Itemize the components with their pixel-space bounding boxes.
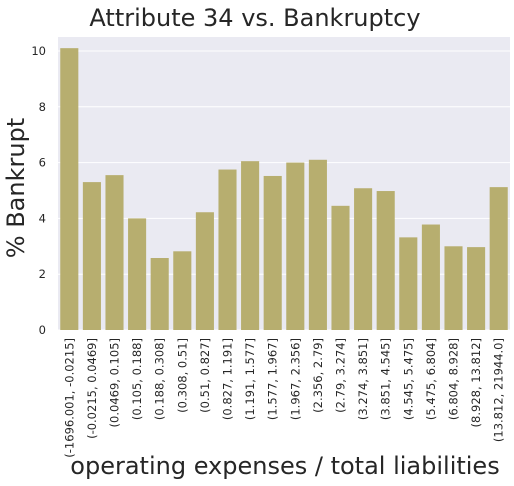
bar-5 <box>173 251 192 330</box>
bar-18 <box>467 247 486 330</box>
x-tick-labels: (-1696.001, -0.0215] (-0.0215, 0.0469] (0.… <box>62 338 505 458</box>
y-tick-label: 2 <box>39 267 46 281</box>
bar-2 <box>105 175 124 330</box>
x-tick-label: (13.812, 21944.0] <box>492 338 506 442</box>
y-tick-label: 6 <box>39 156 46 170</box>
x-tick-label: (6.804, 8.928] <box>447 338 461 420</box>
bar-14 <box>376 191 395 330</box>
x-tick-label: (3.274, 3.851] <box>356 338 370 420</box>
y-tick-label: 8 <box>39 100 46 114</box>
x-tick-label: (0.188, 0.308] <box>153 338 167 420</box>
chart-title: Attribute 34 vs. Bankruptcy <box>89 4 420 32</box>
bar-6 <box>195 212 214 330</box>
bar-11 <box>308 159 327 330</box>
x-tick-label: (2.356, 2.79] <box>311 338 325 413</box>
bar-4 <box>150 258 169 330</box>
x-tick-label: (1.577, 1.967] <box>266 338 280 420</box>
x-tick-label: (-0.0215, 0.0469] <box>85 338 99 439</box>
bar-10 <box>286 162 305 330</box>
plot-area <box>58 37 510 330</box>
bar-0 <box>60 48 79 331</box>
bar-1 <box>82 182 101 330</box>
bar-13 <box>354 188 373 330</box>
bar-17 <box>444 246 463 330</box>
x-tick-label: (8.928, 13.812] <box>469 338 483 427</box>
x-tick-label: (1.191, 1.577] <box>243 338 257 420</box>
bars <box>60 48 508 331</box>
x-tick-label: (0.105, 0.188] <box>130 338 144 420</box>
y-tick-label: 10 <box>31 44 46 58</box>
y-tick-label: 4 <box>39 211 46 225</box>
x-tick-label: (4.545, 5.475] <box>401 338 415 420</box>
x-tick-label: (3.851, 4.545] <box>379 338 393 420</box>
x-tick-label: (5.475, 6.804] <box>424 338 438 420</box>
x-axis-label: operating expenses / total liabilities <box>70 452 499 480</box>
bar-12 <box>331 205 350 330</box>
bar-15 <box>399 237 418 330</box>
bar-7 <box>218 169 237 330</box>
x-tick-label: (0.51, 0.827] <box>198 338 212 413</box>
y-axis-label: % Bankrupt <box>2 118 30 258</box>
x-tick-label: (0.0469, 0.105] <box>108 338 122 427</box>
bar-3 <box>128 218 147 330</box>
x-tick-label: (-1696.001, -0.0215] <box>62 338 76 458</box>
bar-9 <box>263 175 282 330</box>
y-tick-labels: 0 2 4 6 8 10 <box>31 44 46 337</box>
bar-16 <box>421 224 440 330</box>
x-tick-label: (2.79, 3.274] <box>334 338 348 413</box>
x-tick-label: (0.308, 0.51] <box>175 338 189 413</box>
x-tick-label: (0.827, 1.191] <box>221 338 235 420</box>
y-tick-label: 0 <box>39 323 46 337</box>
bar-8 <box>241 161 260 330</box>
bar-19 <box>489 187 508 330</box>
x-tick-label: (1.967, 2.356] <box>288 338 302 420</box>
